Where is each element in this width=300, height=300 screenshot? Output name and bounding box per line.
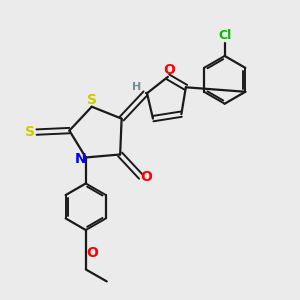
Text: O: O bbox=[86, 246, 98, 260]
Text: H: H bbox=[132, 82, 141, 92]
Text: N: N bbox=[75, 152, 86, 166]
Text: Cl: Cl bbox=[218, 29, 231, 42]
Text: S: S bbox=[87, 93, 97, 107]
Text: O: O bbox=[140, 170, 152, 184]
Text: S: S bbox=[25, 125, 35, 139]
Text: O: O bbox=[163, 63, 175, 77]
